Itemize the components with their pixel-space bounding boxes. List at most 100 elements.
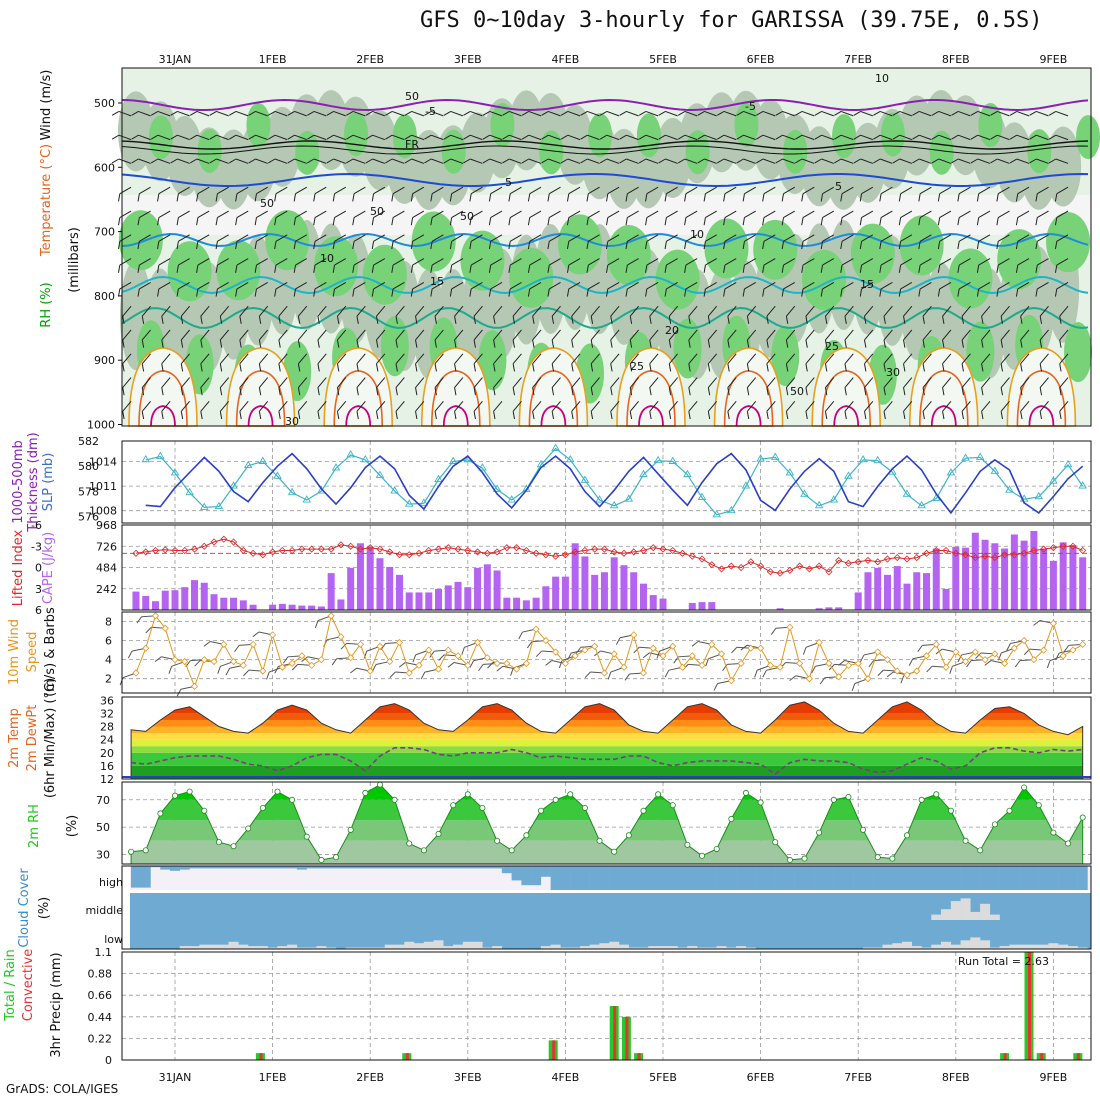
wind-barb [677, 110, 698, 117]
barb-staff [473, 377, 483, 388]
slp-point [609, 500, 619, 509]
wind-barb [610, 305, 620, 324]
cloud-bar [306, 947, 317, 949]
barb-staff [451, 210, 464, 218]
wind-barb [547, 210, 561, 226]
barb-staff [122, 401, 132, 412]
wind-barb [625, 234, 639, 250]
barb-flag [619, 134, 627, 140]
cloud-bar [950, 866, 961, 890]
barb-flag [1035, 288, 1038, 297]
barb-flag [688, 387, 691, 396]
barb-flag [469, 660, 475, 668]
barb-staff [415, 401, 425, 412]
barb-flag [268, 158, 276, 164]
cape-bar [698, 602, 706, 610]
cloud-bar [316, 866, 327, 869]
barb-flag [853, 110, 861, 116]
wind-barb [196, 186, 210, 202]
barb-flag [526, 641, 533, 649]
barb-flag [688, 339, 691, 348]
barb-staff [705, 258, 717, 266]
wind-speed-point [337, 633, 345, 641]
barb-staff [666, 210, 678, 218]
barb-flag [274, 666, 279, 674]
wind-barb [605, 234, 620, 250]
wind-barb [532, 305, 542, 324]
barb-staff [122, 353, 132, 365]
wind-barb [482, 158, 503, 164]
barb-staff [352, 134, 366, 141]
wind-barb [215, 186, 229, 202]
rh-point [655, 791, 662, 798]
cape-bar [317, 606, 325, 610]
barb-staff [861, 258, 874, 266]
barb-flag [326, 134, 334, 140]
wind-barb [629, 401, 639, 420]
barb-flag [1009, 110, 1018, 116]
barb-staff [590, 401, 600, 412]
barb-staff [783, 186, 796, 195]
precip-axis-label-c: 3hr Precip (mm) [49, 952, 64, 1057]
barb-staff [805, 377, 815, 388]
cloud-bar [941, 909, 952, 920]
barb-flag [580, 134, 588, 140]
wind-barb [649, 329, 659, 348]
barb-flag [443, 158, 451, 164]
barb-flag [326, 110, 334, 116]
temp-tick: 32 [100, 707, 114, 720]
barb-staff [219, 377, 230, 388]
wind-barb [873, 158, 893, 164]
isotherm-35 [735, 405, 762, 427]
barb-staff [567, 110, 581, 117]
barb-staff [509, 134, 522, 141]
barb-staff [196, 158, 210, 164]
cloud-bar [1067, 866, 1078, 890]
slp-point [331, 463, 341, 471]
barb-staff [724, 281, 737, 290]
barb-staff [997, 258, 1010, 266]
barb-flag [785, 316, 789, 324]
barb-flag [307, 158, 315, 164]
barb-flag [551, 339, 555, 348]
barb-staff [645, 110, 659, 117]
rh-high-patch [558, 214, 603, 275]
cloud-bar [296, 947, 307, 949]
wind-barb [512, 401, 522, 420]
barb-flag [415, 411, 418, 420]
wind-barb [834, 110, 854, 117]
lifted-index-point [288, 546, 296, 555]
lifted-index-point [444, 544, 452, 552]
li-tick: 0 [35, 562, 42, 575]
wind-barb [785, 353, 796, 372]
temp2m-axis-label-a: 2m Temp [7, 708, 22, 768]
barb-flag [599, 134, 608, 140]
cape-bar [513, 597, 521, 610]
barb-staff [196, 134, 210, 141]
date-label-bottom: 2FEB [356, 1071, 384, 1084]
barb-staff [278, 377, 288, 388]
cloud-bar [521, 866, 532, 886]
barb-flag [215, 265, 218, 273]
wind-barb [254, 281, 268, 297]
wind-barb [488, 281, 503, 297]
wind-barb [903, 401, 913, 420]
barb-flag [194, 660, 201, 667]
wind-barb [248, 158, 268, 164]
wind-barb [170, 134, 190, 141]
wind-barb [703, 281, 717, 297]
barb-staff [532, 377, 542, 388]
wind-barb [317, 353, 327, 372]
barb-flag [756, 110, 764, 116]
barb-flag [430, 217, 433, 226]
wind-speed-point [522, 659, 530, 668]
barb-flag [629, 339, 633, 348]
slp-point [1005, 485, 1014, 493]
rh-point [728, 815, 735, 822]
cloud-bar [140, 866, 151, 888]
barb-staff [786, 377, 796, 388]
wind-barb [898, 186, 913, 202]
rh-point [215, 839, 222, 846]
barb-flag [571, 411, 574, 420]
barb-flag [937, 241, 941, 250]
